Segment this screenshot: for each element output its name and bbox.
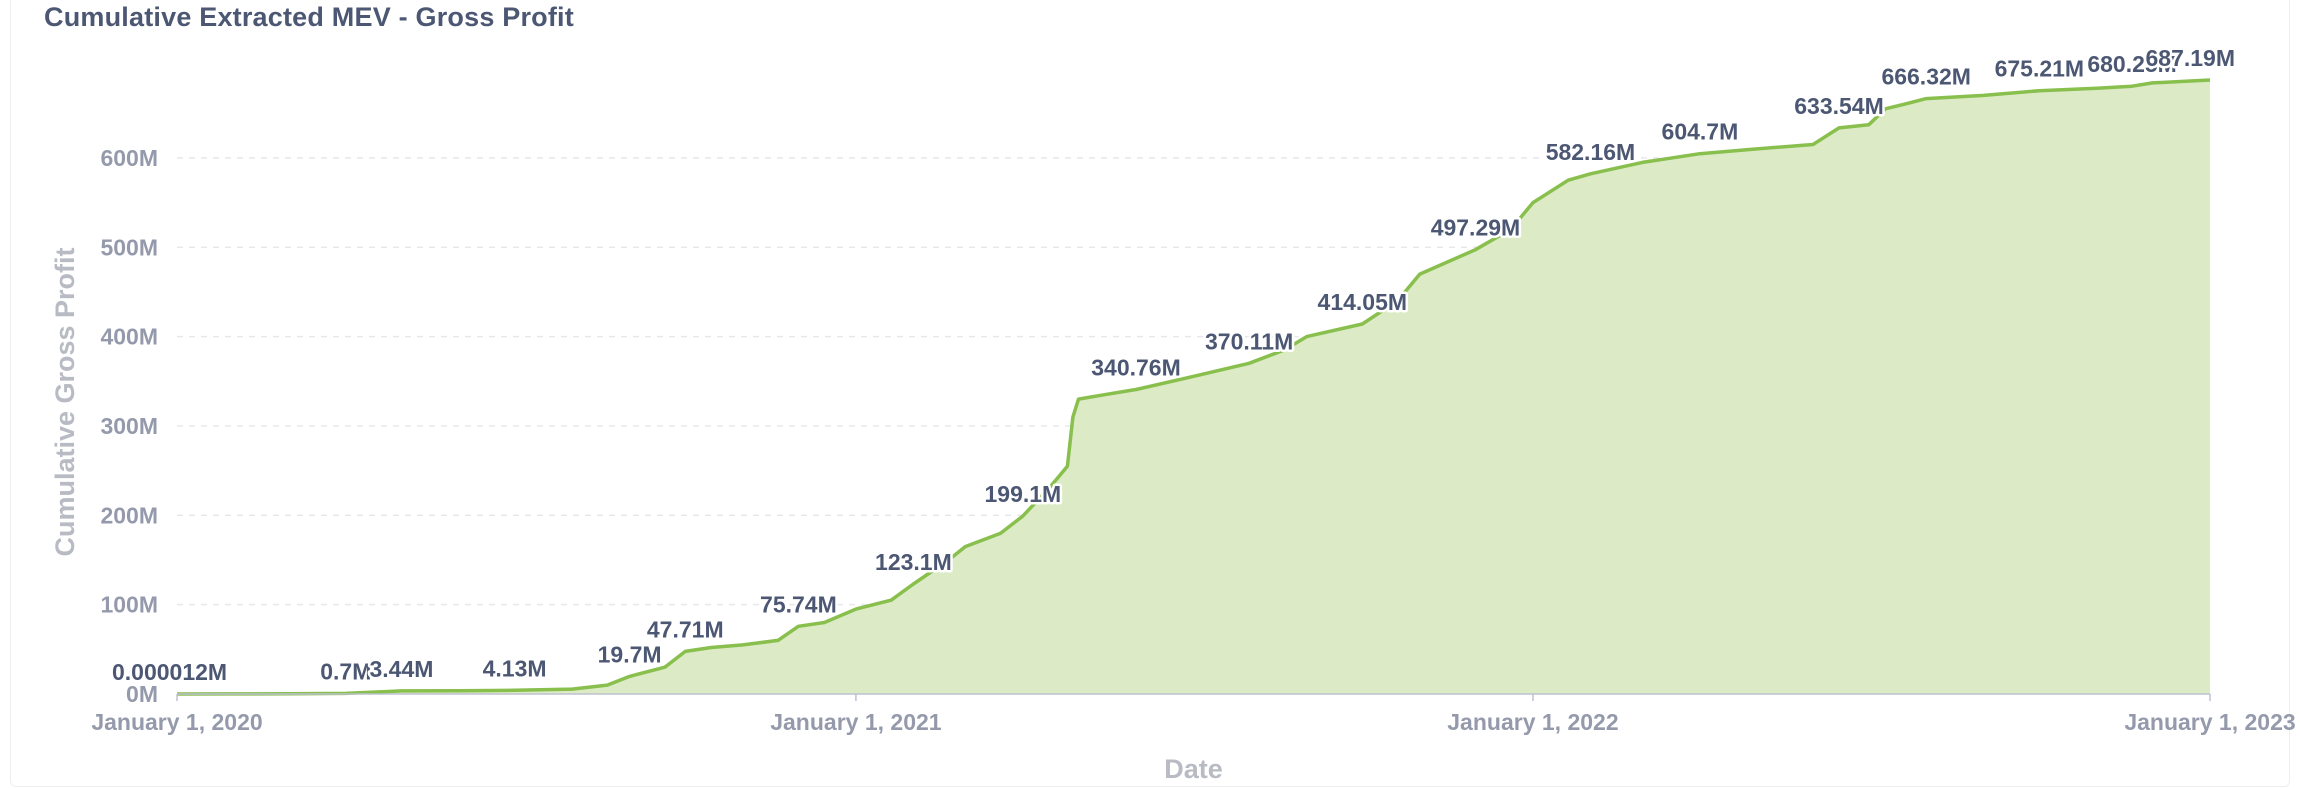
- series-line[interactable]: [176, 78, 2211, 696]
- y-tick-label: 100M: [100, 592, 158, 618]
- x-axis-title: Date: [1164, 754, 1223, 784]
- y-axis-title: Cumulative Gross Profit: [50, 247, 80, 556]
- data-label: 666.32M: [1881, 64, 1971, 90]
- data-label: 0.000012M: [112, 659, 227, 685]
- data-label: 123.1M: [875, 549, 952, 575]
- data-label: 75.74M: [760, 591, 837, 617]
- chart-title[interactable]: Cumulative Extracted MEV - Gross Profit: [44, 2, 574, 32]
- data-label: 47.71M: [647, 616, 724, 642]
- x-tick-label: January 1, 2023: [2124, 709, 2295, 735]
- y-tick-label: 200M: [100, 502, 158, 528]
- data-label: 675.21M: [1995, 56, 2085, 82]
- area-fill: [177, 80, 2210, 694]
- data-label: 687.19M: [2145, 45, 2235, 71]
- y-tick-label: 300M: [100, 413, 158, 439]
- y-tick-label: 500M: [100, 234, 158, 260]
- y-axis-ticks: 0M 100M 200M 300M 400M 500M 600M: [100, 145, 158, 707]
- x-axis-ticks: January 1, 2020 January 1, 2021 January 1,…: [91, 694, 2296, 735]
- y-tick-label: 0M: [126, 681, 158, 707]
- data-label: 0.7M: [320, 658, 371, 684]
- data-label: 497.29M: [1431, 215, 1521, 241]
- x-tick-label: January 1, 2021: [770, 709, 942, 735]
- data-label: 633.54M: [1794, 93, 1884, 119]
- data-label: 414.05M: [1318, 289, 1408, 315]
- data-label: 680.25M: [2087, 51, 2177, 77]
- data-label: 4.13M: [483, 655, 547, 681]
- data-label: 340.76M: [1091, 355, 1181, 381]
- y-tick-label: 600M: [100, 145, 158, 171]
- data-label: 582.16M: [1546, 139, 1636, 165]
- data-label: 370.11M: [1205, 328, 1293, 354]
- x-tick-label: January 1, 2022: [1447, 709, 1618, 735]
- data-label: 3.44M: [369, 656, 433, 682]
- x-tick-label: January 1, 2020: [91, 709, 262, 735]
- data-label: 604.7M: [1662, 119, 1739, 145]
- data-label: 19.7M: [598, 641, 662, 667]
- y-tick-label: 400M: [100, 324, 158, 350]
- data-label: 199.1M: [984, 481, 1061, 507]
